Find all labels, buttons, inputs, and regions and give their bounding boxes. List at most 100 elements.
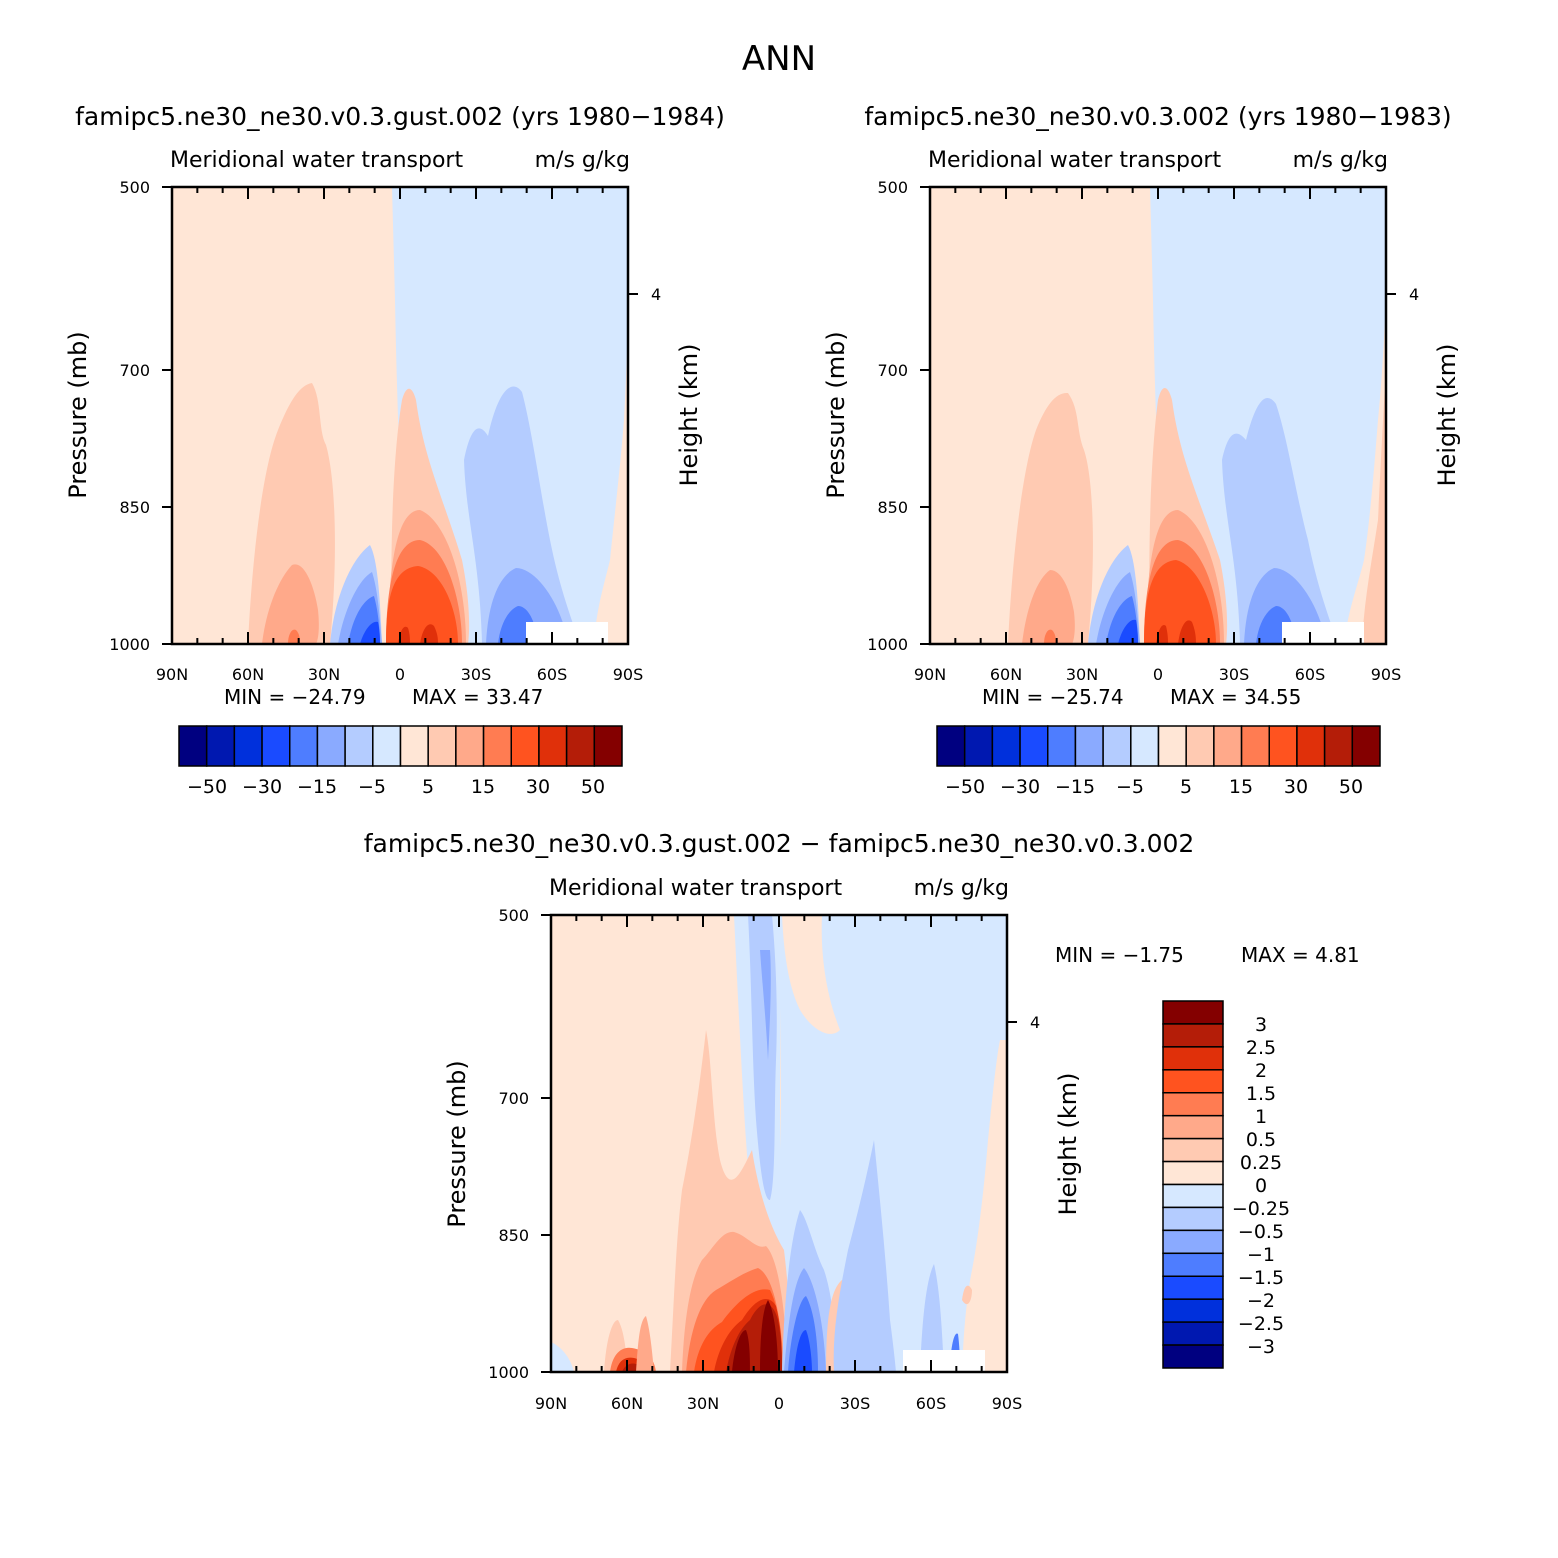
blob-polar-pos (594, 300, 628, 644)
colorbar-swatch (593, 725, 623, 767)
colorbar-swatch (1102, 725, 1132, 767)
y-tick-500: 500 (119, 178, 150, 197)
cb-label: −15 (1055, 776, 1095, 798)
y-tick-700: 700 (119, 361, 150, 380)
panel-difference-colorbar: 3 2.5 2 1.5 1 0.5 0.25 0 −0.25 −0.5 −1 −… (1162, 1000, 1290, 1369)
panel-left-min: MIN = −24.79 (224, 685, 366, 709)
y-tick-1000: 1000 (867, 635, 908, 654)
x-tick-0: 0 (395, 665, 405, 684)
x-tick-30N: 30N (308, 665, 340, 684)
colorbar-swatch (344, 725, 374, 767)
x-tick-30S: 30S (840, 1394, 871, 1413)
missing-data-region (1282, 622, 1364, 644)
colorbar-swatch (261, 725, 291, 767)
colorbar-swatch (1162, 1183, 1224, 1209)
panel-left-ticks (162, 186, 638, 645)
colorbar-swatch (178, 725, 208, 767)
cb-label: 3 (1255, 1014, 1267, 1036)
cb-label: 15 (1229, 776, 1253, 798)
x-tick-60S: 60S (916, 1394, 947, 1413)
colorbar-swatch (1162, 1023, 1224, 1048)
colorbar-swatch (1162, 1344, 1224, 1369)
cb-label: −1 (1247, 1244, 1275, 1266)
colorbar-swatch (1162, 1321, 1224, 1346)
panel-right-colorbar: −50 −30 −15 −5 5 15 30 50 (936, 725, 1381, 798)
colorbar-swatch (455, 725, 485, 767)
colorbar-swatch (427, 725, 457, 767)
blob-equator-pos-5 (1156, 620, 1196, 644)
cb-label: −1.5 (1238, 1267, 1284, 1289)
colorbar-swatch (1162, 1206, 1224, 1232)
y-tick-1000: 1000 (109, 635, 150, 654)
panel-left-contour-field (172, 187, 628, 644)
panel-left-ylabel: Pressure (mb) (64, 331, 92, 498)
panel-right-variable-label: Meridional water transport (928, 148, 1221, 173)
blob-nh-mid (262, 564, 319, 644)
colorbar-swatch (1323, 725, 1354, 767)
cb-label: −50 (945, 776, 985, 798)
x-tick-90S: 90S (1371, 665, 1402, 684)
panel-right-ticks (920, 186, 1396, 645)
blob-nh-core-4 (732, 1300, 778, 1372)
panel-right-max: MAX = 34.55 (1170, 685, 1301, 709)
colorbar-swatch (233, 725, 263, 767)
x-tick-90N: 90N (156, 665, 188, 684)
x-tick-60N: 60N (990, 665, 1022, 684)
panel-difference-x-tick-labels: 90N 60N 30N 0 30S 60S 90S (535, 1394, 1022, 1413)
panel-difference-min: MIN = −1.75 (1055, 943, 1184, 967)
cb-label: 2 (1255, 1060, 1267, 1082)
cb-label: −0.25 (1232, 1198, 1290, 1220)
colorbar-swatch (1162, 1046, 1224, 1071)
x-tick-0: 0 (1153, 665, 1163, 684)
blob-upper-pos-south (782, 915, 840, 1034)
blob-polar-pos-2 (1362, 370, 1386, 644)
x-tick-90N: 90N (535, 1394, 567, 1413)
x-tick-60S: 60S (537, 665, 568, 684)
cb-label: −30 (1000, 776, 1040, 798)
panel-left-y-tick-labels: 500 700 850 1000 (109, 178, 150, 654)
panel-left-colorbar: −50 −30 −15 −5 5 15 30 50 (178, 725, 623, 798)
blob-sh-neg-outer (464, 386, 580, 644)
cb-label: −15 (297, 776, 337, 798)
y-tick-850: 850 (498, 1226, 529, 1245)
colorbar-swatch (1157, 725, 1187, 767)
y-tick-500: 500 (498, 906, 529, 925)
x-tick-60S: 60S (1295, 665, 1326, 684)
cb-label: 0.25 (1240, 1152, 1282, 1174)
x-tick-30N: 30N (687, 1394, 719, 1413)
x-tick-90S: 90S (992, 1394, 1023, 1413)
cb-label: 5 (1180, 776, 1192, 798)
panel-difference-ticks (541, 914, 1017, 1373)
panel-left-x-tick-labels: 90N 60N 30N 0 30S 60S 90S (156, 665, 643, 684)
colorbar-swatch (1240, 725, 1270, 767)
colorbar-swatch (205, 725, 236, 767)
colorbar-swatch (1268, 725, 1298, 767)
colorbar-swatch (1296, 725, 1326, 767)
panel-difference-max: MAX = 4.81 (1241, 943, 1360, 967)
x-tick-60N: 60N (232, 665, 264, 684)
colorbar-swatch (1351, 725, 1381, 767)
x-tick-30N: 30N (1066, 665, 1098, 684)
cb-label: −2.5 (1238, 1313, 1284, 1335)
x-tick-30S: 30S (461, 665, 492, 684)
colorbar-swatch (1162, 1252, 1224, 1277)
x-tick-90N: 90N (914, 665, 946, 684)
blob-nh-weak-pos-5 (636, 1316, 654, 1372)
colorbar-swatch (289, 725, 319, 767)
missing-data-region (526, 622, 608, 644)
height-tick-4: 4 (1030, 1013, 1040, 1032)
panel-difference-variable-label: Meridional water transport (549, 876, 842, 901)
panel-right-y-tick-labels: 500 700 850 1000 (867, 178, 908, 654)
blob-nh-core (288, 629, 300, 644)
cb-label: 50 (1339, 776, 1363, 798)
cb-label: 5 (422, 776, 434, 798)
colorbar-swatch (565, 725, 596, 767)
blob-sh-pos-edge (962, 1040, 1007, 1372)
blob-equator-pos-5 (398, 624, 438, 644)
panel-difference: famipc5.ne30_ne30.v0.3.gust.002 − famipc… (364, 829, 1360, 1413)
colorbar-swatch (399, 725, 429, 767)
y-tick-500: 500 (877, 178, 908, 197)
panel-left-title: famipc5.ne30_ne30.v0.3.gust.002 (yrs 198… (75, 102, 725, 131)
blob-neg-column-2 (760, 950, 771, 1060)
